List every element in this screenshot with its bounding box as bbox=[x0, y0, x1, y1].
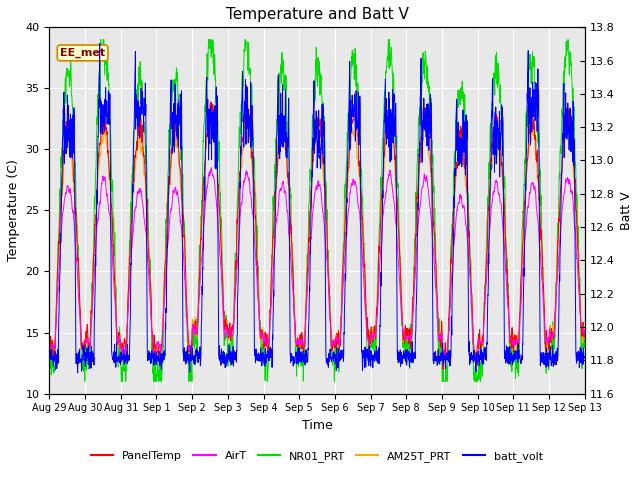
Title: Temperature and Batt V: Temperature and Batt V bbox=[226, 7, 408, 22]
X-axis label: Time: Time bbox=[301, 419, 332, 432]
Legend: PanelTemp, AirT, NR01_PRT, AM25T_PRT, batt_volt: PanelTemp, AirT, NR01_PRT, AM25T_PRT, ba… bbox=[87, 447, 547, 467]
Y-axis label: Temperature (C): Temperature (C) bbox=[7, 159, 20, 262]
Y-axis label: Batt V: Batt V bbox=[620, 191, 633, 230]
Text: EE_met: EE_met bbox=[60, 48, 105, 58]
